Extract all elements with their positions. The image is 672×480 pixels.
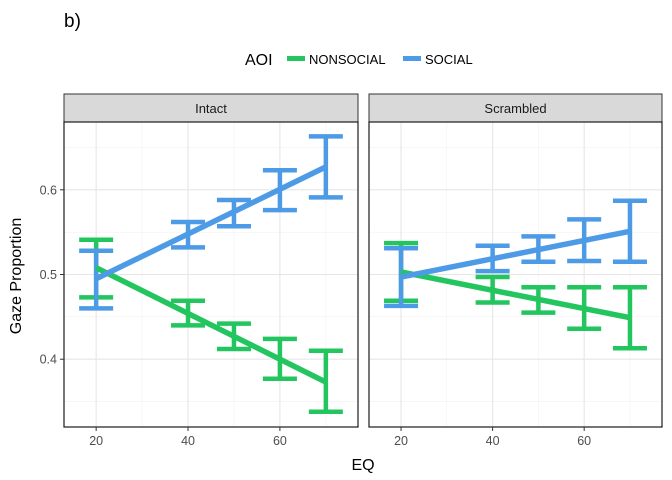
errorbar-scrambled-social xyxy=(612,198,647,265)
strip-scrambled xyxy=(368,93,663,123)
series-line-intact-social xyxy=(94,164,328,282)
y-axis-title: Gaze Proportion xyxy=(8,218,25,335)
y-axis: 0.4 0.5 0.6 xyxy=(40,183,64,367)
legend-title: AOI xyxy=(245,52,273,69)
series-line-scrambled-social xyxy=(400,228,631,280)
figure-tag: b) xyxy=(64,11,81,32)
x-tick-label: 40 xyxy=(486,434,500,448)
legend-key-social xyxy=(403,56,421,61)
x-axis-title: EQ xyxy=(351,457,374,474)
strip-label-intact: Intact xyxy=(195,101,227,116)
strip-intact xyxy=(63,93,359,123)
y-tick-label: 0.5 xyxy=(40,268,57,282)
series-line-intact-nonsocial xyxy=(94,265,328,385)
panel-scrambled: Scrambled xyxy=(368,93,663,428)
y-tick-label: 0.6 xyxy=(40,183,57,197)
strip-label-scrambled: Scrambled xyxy=(484,101,546,116)
legend-label-social: SOCIAL xyxy=(425,52,473,67)
x-tick-label: 40 xyxy=(181,434,195,448)
errorbar-scrambled-social xyxy=(384,245,419,309)
panel-intact: Intact xyxy=(63,93,359,428)
x-tick-label: 60 xyxy=(577,434,591,448)
legend-entry-social: SOCIAL xyxy=(403,52,473,67)
x-tick-label: 20 xyxy=(89,434,103,448)
legend-label-nonsocial: NONSOCIAL xyxy=(309,52,386,67)
y-tick-label: 0.4 xyxy=(40,353,57,367)
legend-entry-nonsocial: NONSOCIAL xyxy=(287,52,386,67)
panel-border-scrambled xyxy=(368,121,663,428)
x-tick-label: 20 xyxy=(394,434,408,448)
errorbar-intact-social xyxy=(79,248,114,311)
legend: AOI NONSOCIAL SOCIAL xyxy=(245,52,473,69)
x-axis: 20 40 60 20 40 60 xyxy=(89,427,591,448)
plot-area-intact xyxy=(63,121,359,428)
x-tick-label: 60 xyxy=(273,434,287,448)
series-line-scrambled-nonsocial xyxy=(400,269,631,321)
legend-key-nonsocial xyxy=(287,56,305,61)
plot-area-scrambled xyxy=(368,121,663,428)
